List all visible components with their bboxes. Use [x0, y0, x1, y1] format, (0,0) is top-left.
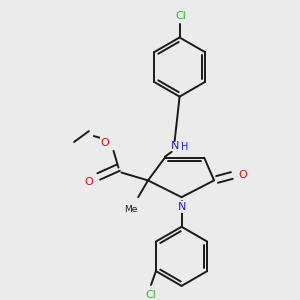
Text: Cl: Cl [146, 290, 156, 300]
Text: N: N [178, 202, 187, 212]
Text: Me: Me [124, 206, 138, 214]
Text: N: N [170, 141, 179, 151]
Text: O: O [100, 138, 109, 148]
Text: Cl: Cl [175, 11, 186, 21]
Text: H: H [181, 142, 188, 152]
Text: O: O [238, 170, 247, 181]
Text: O: O [85, 177, 93, 188]
